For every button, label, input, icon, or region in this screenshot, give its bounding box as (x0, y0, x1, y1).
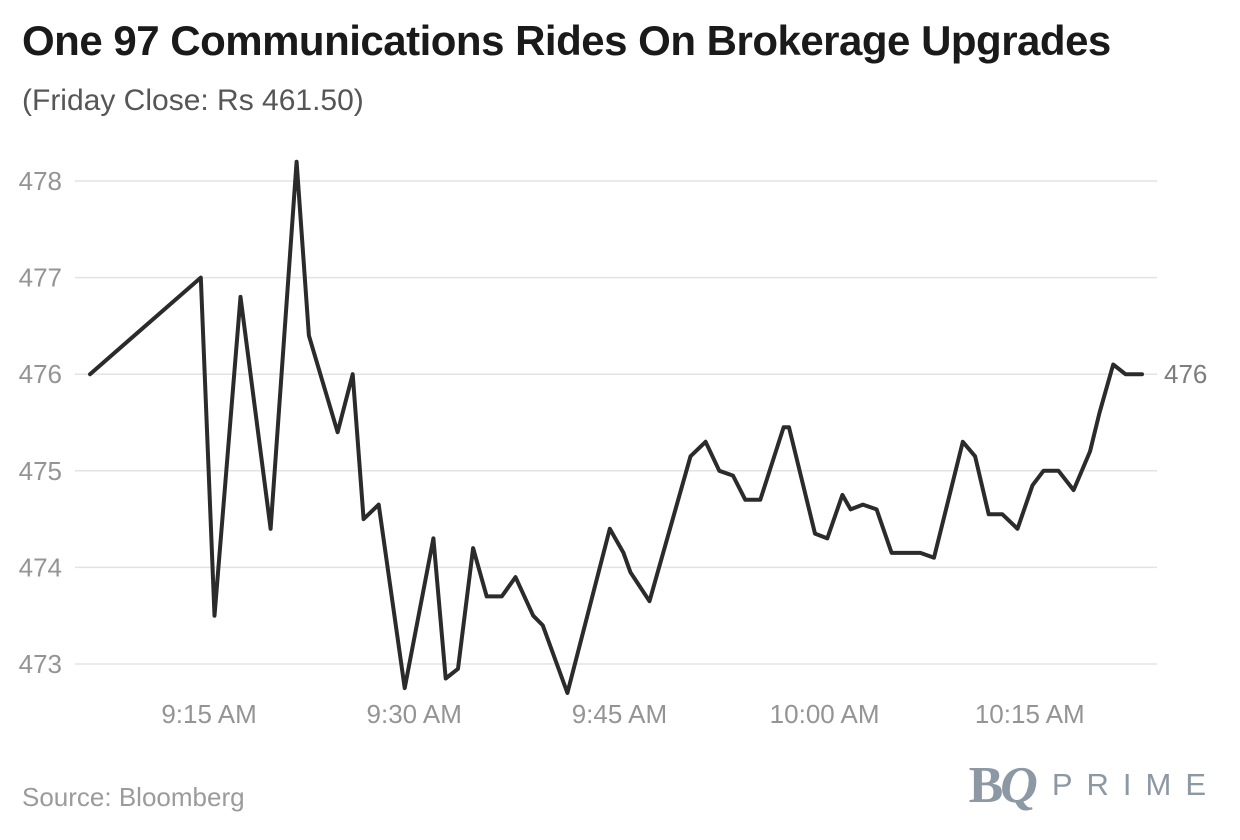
y-axis-tick-label: 473 (19, 649, 62, 679)
y-axis-tick-label: 477 (19, 263, 62, 293)
logo-letter-q: Q (1000, 757, 1038, 814)
x-axis-tick-label: 10:15 AM (975, 699, 1085, 729)
x-axis-tick-label: 9:45 AM (572, 699, 667, 729)
x-axis-tick-label: 10:00 AM (770, 699, 880, 729)
x-axis-tick-label: 9:15 AM (161, 699, 256, 729)
bq-prime-logo: B Q PRIME (969, 760, 1220, 812)
last-price-label: 476 (1164, 359, 1207, 389)
y-axis-tick-label: 476 (19, 359, 62, 389)
chart-header: One 97 Communications Rides On Brokerage… (22, 20, 1111, 118)
y-axis-tick-label: 478 (19, 166, 62, 196)
logo-letter-b: B (968, 757, 1004, 814)
source-attribution: Source: Bloomberg (22, 782, 245, 812)
y-axis-tick-label: 475 (19, 456, 62, 486)
chart-subtitle: (Friday Close: Rs 461.50) (22, 84, 364, 117)
chart-title: One 97 Communications Rides On Brokerage… (22, 17, 1111, 64)
y-axis-tick-label: 474 (19, 552, 62, 582)
logo-prime-text: PRIME (1051, 767, 1220, 802)
price-line (88, 159, 1144, 695)
x-axis-tick-label: 9:30 AM (367, 699, 462, 729)
